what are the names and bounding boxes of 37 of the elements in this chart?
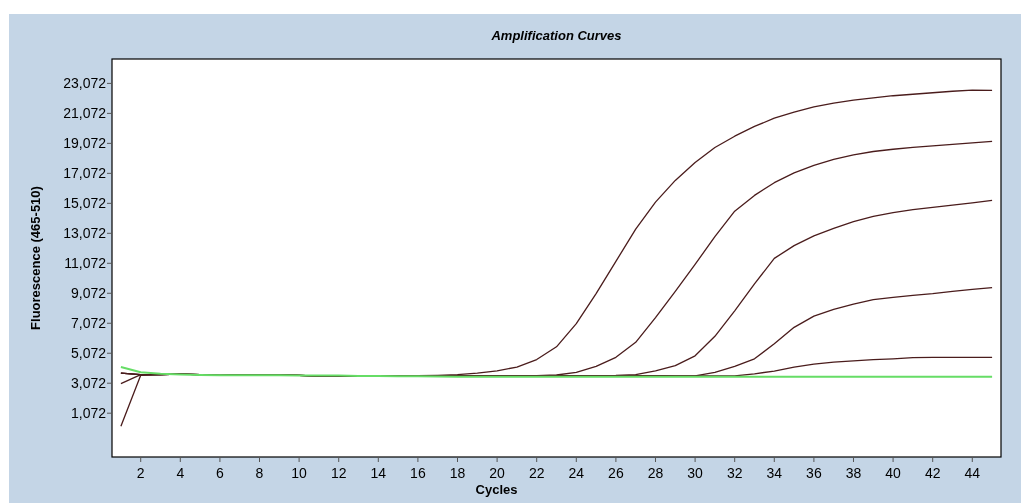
- x-tick-label: 16: [410, 465, 426, 481]
- y-tick-label: 7,072: [70, 315, 107, 332]
- x-tick-label: 26: [608, 465, 624, 481]
- y-tick-label: 3,072: [70, 375, 107, 392]
- x-tick-label: 34: [766, 465, 783, 481]
- x-tick-label: 28: [647, 465, 664, 481]
- y-tick-label: 11,072: [64, 255, 107, 272]
- x-tick-label: 18: [449, 465, 466, 481]
- x-tick-label: 4: [176, 465, 185, 481]
- chart-title: Amplification Curves: [490, 28, 622, 43]
- y-tick-label: 15,072: [63, 195, 107, 212]
- y-axis-title: Fluorescence (465-510): [28, 186, 43, 330]
- x-tick-label: 24: [568, 465, 585, 481]
- y-tick-label: 17,072: [63, 165, 107, 182]
- x-tick-label: 20: [489, 465, 506, 481]
- y-tick-label: 21,072: [63, 105, 107, 122]
- x-tick-label: 2: [136, 465, 145, 481]
- x-tick-label: 38: [845, 465, 862, 481]
- x-tick-label: 32: [726, 465, 743, 481]
- y-tick-label: 9,072: [70, 285, 107, 302]
- x-tick-label: 8: [255, 465, 264, 481]
- y-tick-label: 1,072: [70, 405, 107, 422]
- y-tick-label: 23,072: [63, 75, 107, 92]
- y-tick-label: 13,072: [63, 225, 107, 242]
- x-tick-label: 36: [806, 465, 822, 481]
- x-tick-label: 6: [216, 465, 225, 481]
- x-tick-label: 42: [924, 465, 941, 481]
- x-tick-label: 30: [687, 465, 704, 481]
- x-tick-label: 14: [370, 465, 387, 481]
- x-tick-label: 22: [528, 465, 545, 481]
- x-tick-label: 10: [291, 465, 308, 481]
- y-tick-label: 5,072: [70, 345, 107, 362]
- x-axis-title: Cycles: [475, 482, 518, 497]
- y-tick-label: 19,072: [63, 135, 107, 152]
- x-tick-label: 44: [964, 465, 981, 481]
- x-tick-label: 12: [330, 465, 347, 481]
- x-tick-label: 40: [885, 465, 902, 481]
